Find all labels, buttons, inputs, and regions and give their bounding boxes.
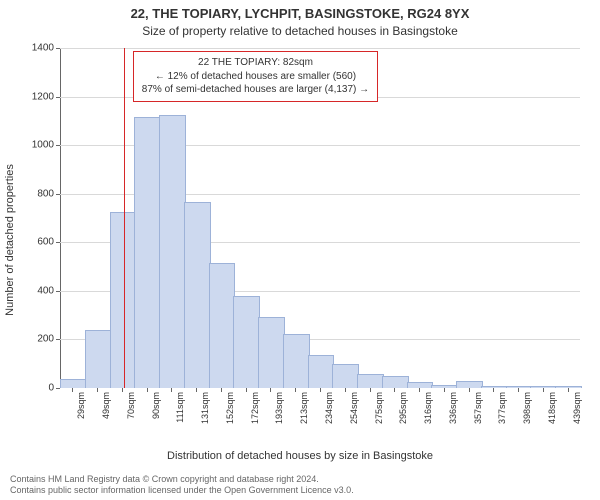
xtick-label: 439sqm xyxy=(572,392,582,424)
xtick-label: 418sqm xyxy=(547,392,557,424)
histogram-bar xyxy=(209,263,236,388)
histogram-bar xyxy=(110,212,137,388)
xtick-mark xyxy=(97,388,98,392)
histogram-bar xyxy=(159,115,186,388)
xtick-label: 336sqm xyxy=(448,392,458,424)
ytick-mark xyxy=(56,339,60,340)
ytick-label: 1200 xyxy=(32,91,54,102)
chart-subtitle: Size of property relative to detached ho… xyxy=(0,24,600,38)
plot-area: 020040060080010001200140029sqm49sqm70sqm… xyxy=(60,48,580,388)
histogram-bar xyxy=(555,386,582,388)
annotation-line-3: 87% of semi-detached houses are larger (… xyxy=(142,83,369,97)
xtick-label: 398sqm xyxy=(522,392,532,424)
ytick-mark xyxy=(56,242,60,243)
xtick-label: 172sqm xyxy=(250,392,260,424)
gridline xyxy=(60,48,580,49)
xtick-mark xyxy=(320,388,321,392)
ytick-label: 800 xyxy=(37,188,54,199)
xtick-label: 29sqm xyxy=(76,392,86,419)
xtick-mark xyxy=(72,388,73,392)
xtick-mark xyxy=(444,388,445,392)
histogram-bar xyxy=(258,317,285,388)
histogram-bar xyxy=(184,202,211,388)
ytick-label: 600 xyxy=(37,237,54,248)
xtick-label: 295sqm xyxy=(398,392,408,424)
footer-line-2: Contains public sector information licen… xyxy=(10,485,354,496)
annotation-line-2: ← 12% of detached houses are smaller (56… xyxy=(142,70,369,84)
xtick-mark xyxy=(270,388,271,392)
xtick-mark xyxy=(122,388,123,392)
y-axis-line xyxy=(60,48,61,388)
histogram-bar xyxy=(456,381,483,388)
xtick-label: 70sqm xyxy=(126,392,136,419)
annotation-box: 22 THE TOPIARY: 82sqm← 12% of detached h… xyxy=(133,51,378,102)
chart-title: 22, THE TOPIARY, LYCHPIT, BASINGSTOKE, R… xyxy=(0,6,600,21)
xtick-mark xyxy=(493,388,494,392)
histogram-bar xyxy=(382,376,409,388)
xtick-mark xyxy=(469,388,470,392)
histogram-bar xyxy=(357,374,384,388)
ytick-label: 400 xyxy=(37,285,54,296)
ytick-mark xyxy=(56,291,60,292)
histogram-bar xyxy=(85,330,112,388)
histogram-bar xyxy=(283,334,310,388)
histogram-bar xyxy=(332,364,359,388)
xtick-mark xyxy=(246,388,247,392)
xtick-label: 254sqm xyxy=(349,392,359,424)
histogram-bar xyxy=(308,355,335,388)
ytick-mark xyxy=(56,97,60,98)
xtick-label: 234sqm xyxy=(324,392,334,424)
xtick-label: 316sqm xyxy=(423,392,433,424)
ytick-label: 1400 xyxy=(32,43,54,54)
xtick-label: 90sqm xyxy=(151,392,161,419)
annotation-line-1: 22 THE TOPIARY: 82sqm xyxy=(142,56,369,70)
xtick-mark xyxy=(518,388,519,392)
ytick-mark xyxy=(56,388,60,389)
histogram-bar xyxy=(60,379,87,389)
xtick-label: 131sqm xyxy=(200,392,210,424)
histogram-bar xyxy=(233,296,260,388)
ytick-mark xyxy=(56,48,60,49)
y-axis-label: Number of detached properties xyxy=(4,164,16,316)
xtick-mark xyxy=(543,388,544,392)
histogram-bar xyxy=(134,117,161,388)
xtick-mark xyxy=(370,388,371,392)
ytick-mark xyxy=(56,145,60,146)
xtick-mark xyxy=(196,388,197,392)
x-axis-label: Distribution of detached houses by size … xyxy=(0,450,600,462)
xtick-label: 213sqm xyxy=(299,392,309,424)
property-marker-line xyxy=(124,48,125,388)
histogram-bar xyxy=(530,386,557,388)
xtick-mark xyxy=(221,388,222,392)
xtick-mark xyxy=(419,388,420,392)
xtick-label: 152sqm xyxy=(225,392,235,424)
xtick-label: 111sqm xyxy=(175,392,185,423)
xtick-label: 377sqm xyxy=(497,392,507,424)
xtick-mark xyxy=(171,388,172,392)
xtick-mark xyxy=(394,388,395,392)
xtick-label: 49sqm xyxy=(101,392,111,419)
ytick-label: 200 xyxy=(37,334,54,345)
xtick-mark xyxy=(345,388,346,392)
xtick-mark xyxy=(568,388,569,392)
xtick-label: 193sqm xyxy=(274,392,284,424)
footer-line-1: Contains HM Land Registry data © Crown c… xyxy=(10,474,354,485)
ytick-label: 0 xyxy=(48,383,54,394)
xtick-mark xyxy=(147,388,148,392)
xtick-label: 275sqm xyxy=(374,392,384,424)
ytick-label: 1000 xyxy=(32,140,54,151)
histogram-bar xyxy=(431,385,458,388)
xtick-mark xyxy=(295,388,296,392)
ytick-mark xyxy=(56,194,60,195)
footer-attribution: Contains HM Land Registry data © Crown c… xyxy=(10,474,354,497)
xtick-label: 357sqm xyxy=(473,392,483,424)
